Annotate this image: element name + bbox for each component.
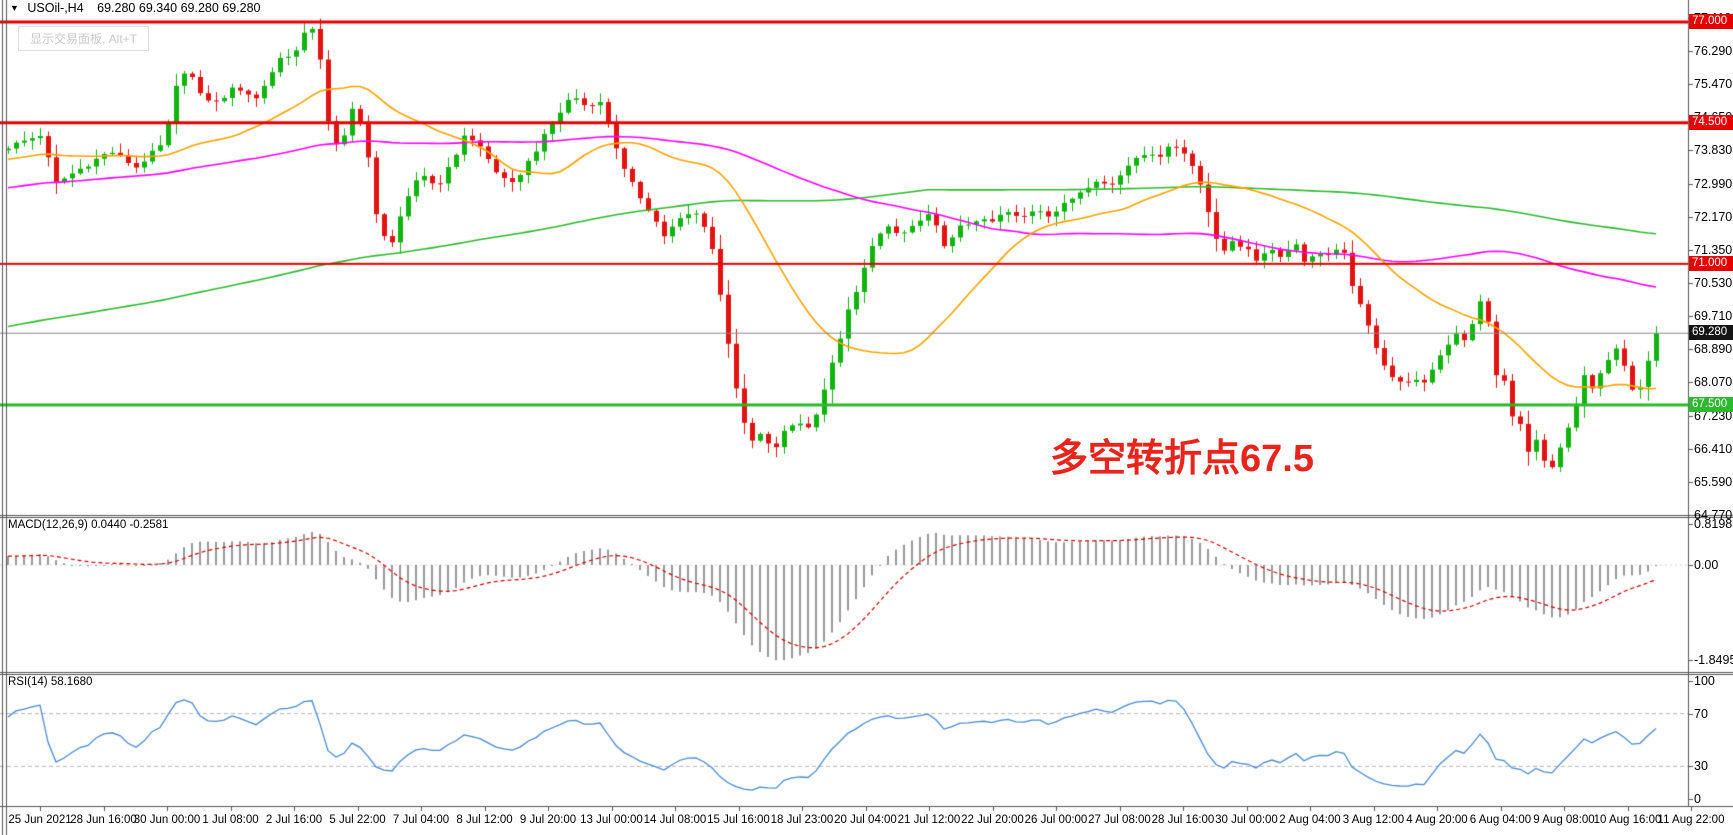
macd-tick-label: 0.8198 <box>1694 517 1733 531</box>
macd-tick-label: 0.00 <box>1694 558 1719 572</box>
time-tick-label: 3 Aug 12:00 <box>1342 814 1405 826</box>
time-tick-label: 30 Jun 00:00 <box>133 814 201 826</box>
time-tick-label: 5 Jul 22:00 <box>329 814 386 826</box>
price-tick-label: 65.590 <box>1694 474 1733 489</box>
time-tick-label: 2 Jul 16:00 <box>265 814 323 826</box>
symbol-dropdown-icon[interactable]: ▼ <box>10 3 19 13</box>
time-tick-label: 8 Jul 12:00 <box>456 814 513 826</box>
ohlc-readout: 69.280 69.340 69.280 69.280 <box>97 1 261 15</box>
price-tick-label: 76.290 <box>1694 43 1733 58</box>
time-tick-label: 13 Jul 00:00 <box>580 814 643 826</box>
price-tick-label: 66.410 <box>1694 441 1733 456</box>
time-tick-label: 20 Jul 04:00 <box>834 814 897 826</box>
time-tick-label: 25 Jun 2021 <box>8 814 72 826</box>
time-tick-label: 6 Aug 04:00 <box>1469 814 1532 826</box>
price-level-badge: 74.500 <box>1689 114 1733 130</box>
price-tick-label: 70.530 <box>1694 275 1733 290</box>
time-tick-label: 30 Jul 00:00 <box>1215 814 1278 826</box>
chart-annotation: 多空转折点67.5 <box>1050 438 1314 480</box>
time-tick-label: 15 Jul 16:00 <box>707 814 770 826</box>
price-level-badge: 67.500 <box>1689 396 1733 412</box>
price-level-badge: 71.000 <box>1689 255 1733 271</box>
rsi-tick-label: 70 <box>1694 706 1708 721</box>
price-tick-label: 68.890 <box>1694 341 1733 356</box>
price-tick-label: 67.230 <box>1694 408 1733 423</box>
time-tick-label: 1 Jul 08:00 <box>202 814 259 826</box>
price-level-badge: 69.280 <box>1689 325 1733 341</box>
macd-tick-label: -1.8495 <box>1694 653 1733 668</box>
price-tick-label: 64.770 <box>1694 508 1733 522</box>
time-tick-label: 11 Aug 22:00 <box>1657 814 1725 826</box>
rsi-tick-label: 100 <box>1694 674 1715 688</box>
price-tick-label: 75.470 <box>1694 76 1733 91</box>
price-tick-label: 68.070 <box>1694 374 1733 389</box>
time-tick-label: 27 Jul 08:00 <box>1088 814 1151 826</box>
price-tick-label: 72.990 <box>1694 176 1733 191</box>
time-tick-label: 7 Jul 04:00 <box>392 814 450 826</box>
macd-indicator-label: MACD(12,26,9) 0.0440 -0.2581 <box>8 519 169 531</box>
time-tick-label: 10 Aug 16:00 <box>1593 814 1662 826</box>
time-tick-label: 28 Jun 16:00 <box>70 814 137 826</box>
trade-panel-hint-button[interactable]: 显示交易面板, Alt+T <box>18 26 150 51</box>
price-tick-label: 73.830 <box>1694 142 1733 157</box>
time-tick-label: 2 Aug 04:00 <box>1279 814 1341 826</box>
time-tick-label: 26 Jul 00:00 <box>1024 814 1088 826</box>
time-tick-label: 18 Jul 23:00 <box>770 814 834 826</box>
time-tick-label: 14 Jul 08:00 <box>643 814 707 826</box>
rsi-indicator-label: RSI(14) 58.1680 <box>8 676 93 688</box>
time-tick-label: 21 Jul 12:00 <box>897 814 961 826</box>
time-tick-label: 4 Aug 20:00 <box>1406 814 1468 826</box>
price-tick-label: 71.350 <box>1694 242 1733 257</box>
time-tick-label: 9 Aug 08:00 <box>1533 814 1595 826</box>
price-tick-label: 72.170 <box>1694 209 1733 224</box>
price-level-badge: 77.000 <box>1689 14 1733 29</box>
rsi-tick-label: 0 <box>1694 792 1701 806</box>
time-tick-label: 22 Jul 20:00 <box>961 814 1024 826</box>
symbol-title: USOil-,H4 <box>27 1 84 15</box>
time-tick-label: 28 Jul 16:00 <box>1151 814 1215 826</box>
chart-header: ▼ USOil-,H4 69.280 69.340 69.280 69.280 <box>10 1 261 15</box>
price-tick-label: 69.710 <box>1694 308 1733 323</box>
rsi-tick-label: 30 <box>1694 759 1708 774</box>
time-tick-label: 9 Jul 20:00 <box>519 814 577 826</box>
